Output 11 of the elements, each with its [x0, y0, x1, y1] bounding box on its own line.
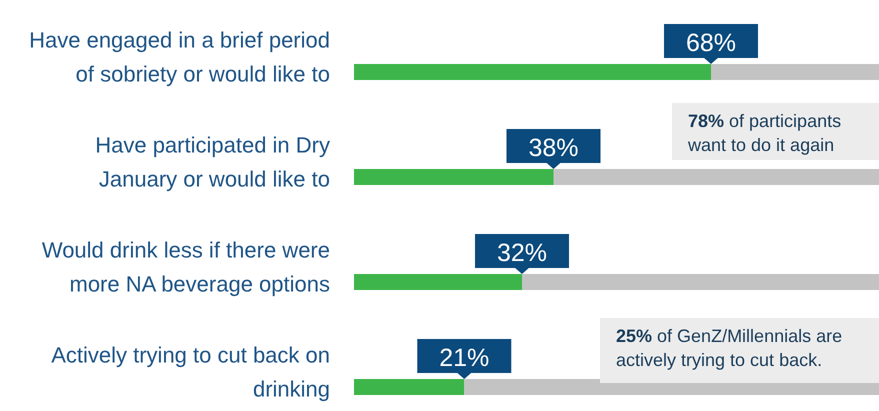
data-label: 32% [496, 239, 548, 267]
y-tick-label: Have engaged in a brief period of sobriety or would like to [29, 28, 330, 86]
data-label: 68% [686, 29, 736, 57]
y-tick-label: Actively trying to cut back on drinking [51, 342, 330, 402]
data-label: 21% [439, 344, 490, 372]
annotation: 25% of GenZ/Millennials are actively trying to cut back. [600, 318, 879, 383]
y-tick-label: Have participated in Dry January or would like to [95, 132, 330, 192]
annotation: 78% of participants want to do it again [672, 103, 879, 160]
y-tick-label: Would drink less if there were more NA beverage options [42, 238, 330, 296]
bar [354, 379, 464, 395]
data-label: 38% [528, 134, 579, 162]
